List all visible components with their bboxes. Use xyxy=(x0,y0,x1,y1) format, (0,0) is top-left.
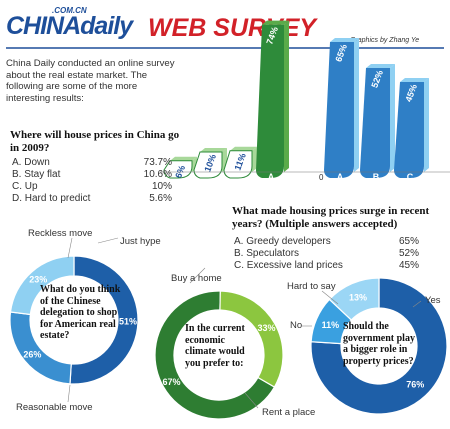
q2-answer-a: A. Greedy developers xyxy=(234,236,331,247)
q4-donut: 67% 33% xyxy=(154,290,284,420)
donut-hole xyxy=(174,310,264,400)
axis-zero-label: 0 xyxy=(319,173,324,182)
leader-line xyxy=(244,392,259,409)
q2-answer-value: 52% xyxy=(399,248,420,259)
q1-title: Where will house prices in China go in 2… xyxy=(10,129,180,154)
q2-bar-c: C45% xyxy=(394,78,429,182)
q2-bars: A65%B52%C45% xyxy=(324,38,429,182)
q4-question: In the current economic climate would yo… xyxy=(185,323,245,369)
q1-bar-a: A74% xyxy=(256,20,289,182)
leader-line xyxy=(97,237,119,244)
q1-bar-b: B11% xyxy=(223,146,257,182)
q1-bars: D6% C10%B11%A74% xyxy=(163,20,289,182)
q3-donut: 51% 26% 23% xyxy=(9,255,139,385)
q1-answer-label: C. Up xyxy=(12,181,38,192)
q2-answer-c: C. Excessive land prices xyxy=(234,260,343,271)
q1-answer-value: 5.6% xyxy=(149,193,172,204)
leader-line xyxy=(321,290,339,305)
bar-letter-label: A xyxy=(337,172,344,182)
intro-text: China Daily conducted an online survey a… xyxy=(6,58,175,104)
q5-question: Should the government play a bigger role… xyxy=(343,321,415,367)
donut-value-label: 23% xyxy=(29,274,47,284)
donut-value-label: 33% xyxy=(257,323,275,333)
logo: CHINAdaily xyxy=(6,12,133,40)
q3-label-reasonable: Reasonable move xyxy=(16,402,93,413)
q4-label-rent: Rent a place xyxy=(262,407,316,418)
q5-donut: 76% 11% 13% xyxy=(310,277,448,415)
q2-answer-value: 45% xyxy=(399,260,420,271)
q1-bar-d: D6% xyxy=(163,156,197,182)
donut-hole xyxy=(341,308,417,384)
q2-answer-label: C. Excessive land prices xyxy=(234,260,343,271)
q2-answer-b: B. Speculators xyxy=(234,248,299,259)
donut-value-label: 11% xyxy=(322,320,340,330)
q1-answer-value: 73.7% xyxy=(143,157,172,168)
q2-answer-label: B. Speculators xyxy=(234,248,300,259)
bar-letter-label: D xyxy=(176,172,183,182)
leader-line xyxy=(189,267,206,284)
leader-line xyxy=(67,237,73,259)
q2-answer-label: A. Greedy developers xyxy=(234,236,331,247)
q3-label-reckless: Reckless move xyxy=(28,228,93,239)
q1-answer-label: B. Stay flat xyxy=(12,169,61,180)
graphics-credit: Graphics by Zhang Ye xyxy=(350,37,420,44)
q5-label-hard-to-say: Hard to say xyxy=(287,281,336,292)
header-divider xyxy=(6,47,444,49)
bar-letter-label: B xyxy=(373,172,380,182)
q5-label-no: No xyxy=(290,320,303,331)
q3-label-hype: Just hype xyxy=(120,236,161,247)
donut-value-label: 76% xyxy=(406,380,424,390)
q2-bar-a: A65% xyxy=(324,38,359,182)
q2-title: What made housing prices surge in recent… xyxy=(232,205,430,230)
bar-letter-label: B xyxy=(236,172,243,182)
leader-line xyxy=(412,300,422,308)
q1-answer-value: 10% xyxy=(151,181,172,192)
q3-question: What do you think of the Chinese delegat… xyxy=(40,284,121,341)
donut-slice xyxy=(310,277,448,415)
donut-value-label: 51% xyxy=(119,317,137,327)
donut-value-label: 26% xyxy=(23,349,41,359)
q4-label-buy: Buy a home xyxy=(171,273,222,284)
bar-letter-label: C xyxy=(206,172,213,182)
q1-bar-c: C10% xyxy=(193,148,227,182)
q1-answer-value: 10.6% xyxy=(143,169,172,180)
q2-answer-value: 65% xyxy=(399,236,420,247)
q5-label-yes: Yes xyxy=(425,295,441,306)
donut-hole xyxy=(30,276,118,364)
donut-value-label: 13% xyxy=(349,292,367,302)
q2-bar-b: B52% xyxy=(360,64,395,182)
leader-line xyxy=(67,384,71,403)
bar-letter-label: C xyxy=(407,172,414,182)
bar-graphic: D6% C10%B11%A74% A65%B52%C45% 0 xyxy=(160,20,450,182)
q1-answer-label: D. Hard to predict xyxy=(12,193,91,204)
bar-letter-label: A xyxy=(268,172,275,182)
logo-domain-suffix: .COM.CN xyxy=(52,6,87,15)
donut-value-label: 67% xyxy=(163,377,181,387)
q1-answer-label: A. Down xyxy=(12,157,50,168)
